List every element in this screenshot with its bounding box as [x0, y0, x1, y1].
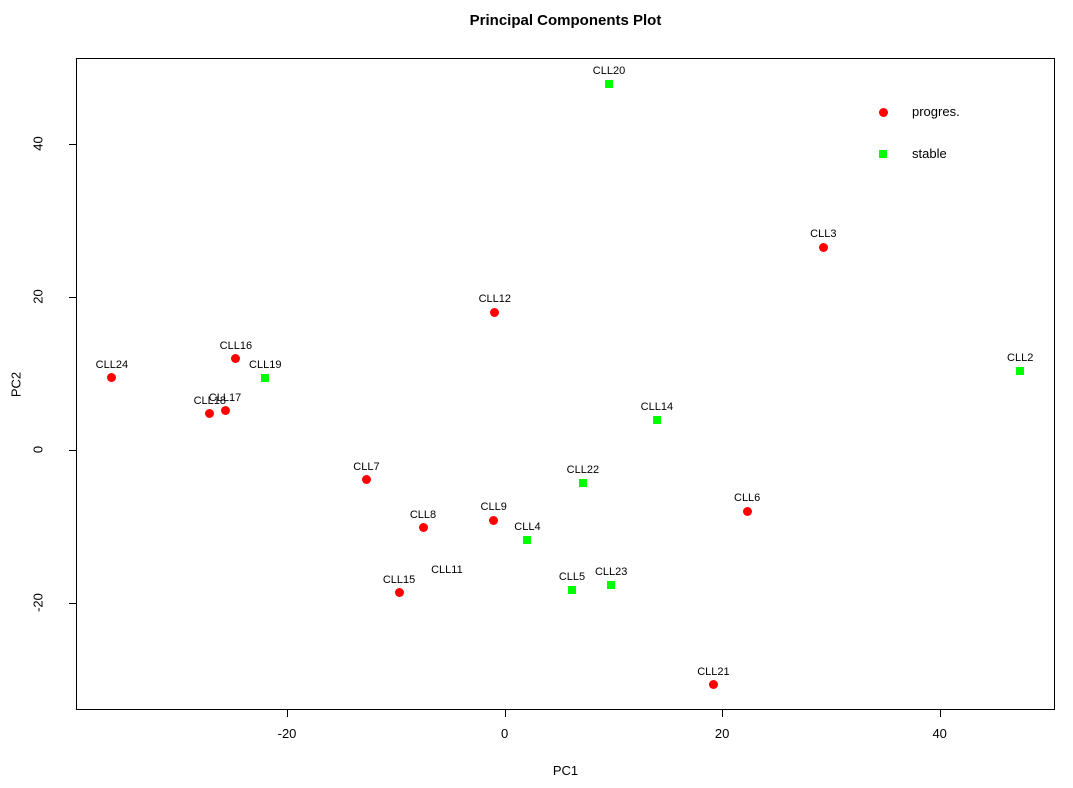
y-tick-label: 40 [30, 135, 46, 151]
y-tick-mark [69, 602, 76, 604]
data-point-square [652, 415, 661, 424]
point-label: CLL9 [480, 501, 507, 514]
data-point-circle [394, 588, 404, 598]
point-label: CLL3 [810, 228, 837, 241]
point-label: CLL24 [95, 358, 129, 371]
data-point-circle [205, 409, 215, 419]
point-label: CLL23 [594, 566, 628, 579]
point-label: CLL19 [249, 358, 282, 371]
data-point-circle [361, 475, 371, 485]
data-point-square [523, 536, 532, 545]
point-label: CLL16 [219, 339, 253, 352]
data-point-circle [708, 680, 718, 690]
data-point-circle [418, 523, 428, 533]
point-label: CLL11 [431, 563, 463, 576]
x-tick-mark [722, 710, 724, 717]
y-tick-label: 20 [30, 289, 46, 304]
legend-label: stable [912, 146, 947, 161]
data-point-circle [818, 242, 828, 252]
point-label: CLL4 [514, 521, 541, 534]
y-tick-label: 0 [30, 445, 46, 453]
data-point-square [1016, 366, 1025, 375]
data-point-square [607, 581, 616, 590]
y-tick-mark [69, 296, 76, 298]
legend-marker-square [879, 150, 887, 158]
point-label: CLL8 [409, 508, 437, 521]
point-label: CLL18 [193, 394, 226, 407]
x-tick-label: 0 [500, 726, 509, 741]
data-point-circle [231, 354, 241, 364]
data-point-square [605, 80, 613, 89]
point-label: CLL12 [478, 293, 511, 306]
chart-title: Principal Components Plot [469, 12, 662, 29]
data-point-circle [742, 506, 752, 516]
data-point-circle [107, 373, 117, 383]
y-tick-label: -20 [30, 592, 46, 612]
y-tick-mark [69, 449, 76, 451]
point-label: CLL2 [1007, 351, 1034, 364]
x-tick-mark [504, 710, 506, 717]
point-label: CLL22 [566, 464, 600, 477]
y-axis-label: PC2 [8, 371, 24, 398]
data-point-square [261, 373, 270, 382]
plot-border [76, 58, 1055, 710]
data-point-circle [489, 515, 499, 525]
data-point-circle [220, 406, 230, 416]
point-label: CLL20 [592, 65, 626, 78]
legend-label: progres. [912, 104, 960, 119]
point-label: CLL17 [208, 391, 242, 404]
x-tick-label: 40 [932, 726, 947, 741]
point-label: CLL14 [640, 400, 674, 413]
legend-marker-circle [878, 107, 888, 117]
data-point-square [578, 479, 587, 488]
point-label: CLL6 [734, 492, 761, 505]
point-label: CLL7 [353, 460, 380, 473]
point-label: CLL15 [382, 573, 416, 586]
y-tick-mark [69, 143, 76, 145]
data-point-circle [490, 307, 500, 317]
point-label: CLL21 [697, 665, 730, 678]
x-tick-label: -20 [277, 726, 297, 741]
x-axis-label: PC1 [552, 763, 579, 778]
point-label: CLL5 [558, 570, 586, 583]
data-point-square [568, 585, 577, 594]
x-tick-mark [939, 710, 941, 717]
x-tick-label: 20 [714, 726, 730, 741]
x-tick-mark [287, 710, 289, 717]
